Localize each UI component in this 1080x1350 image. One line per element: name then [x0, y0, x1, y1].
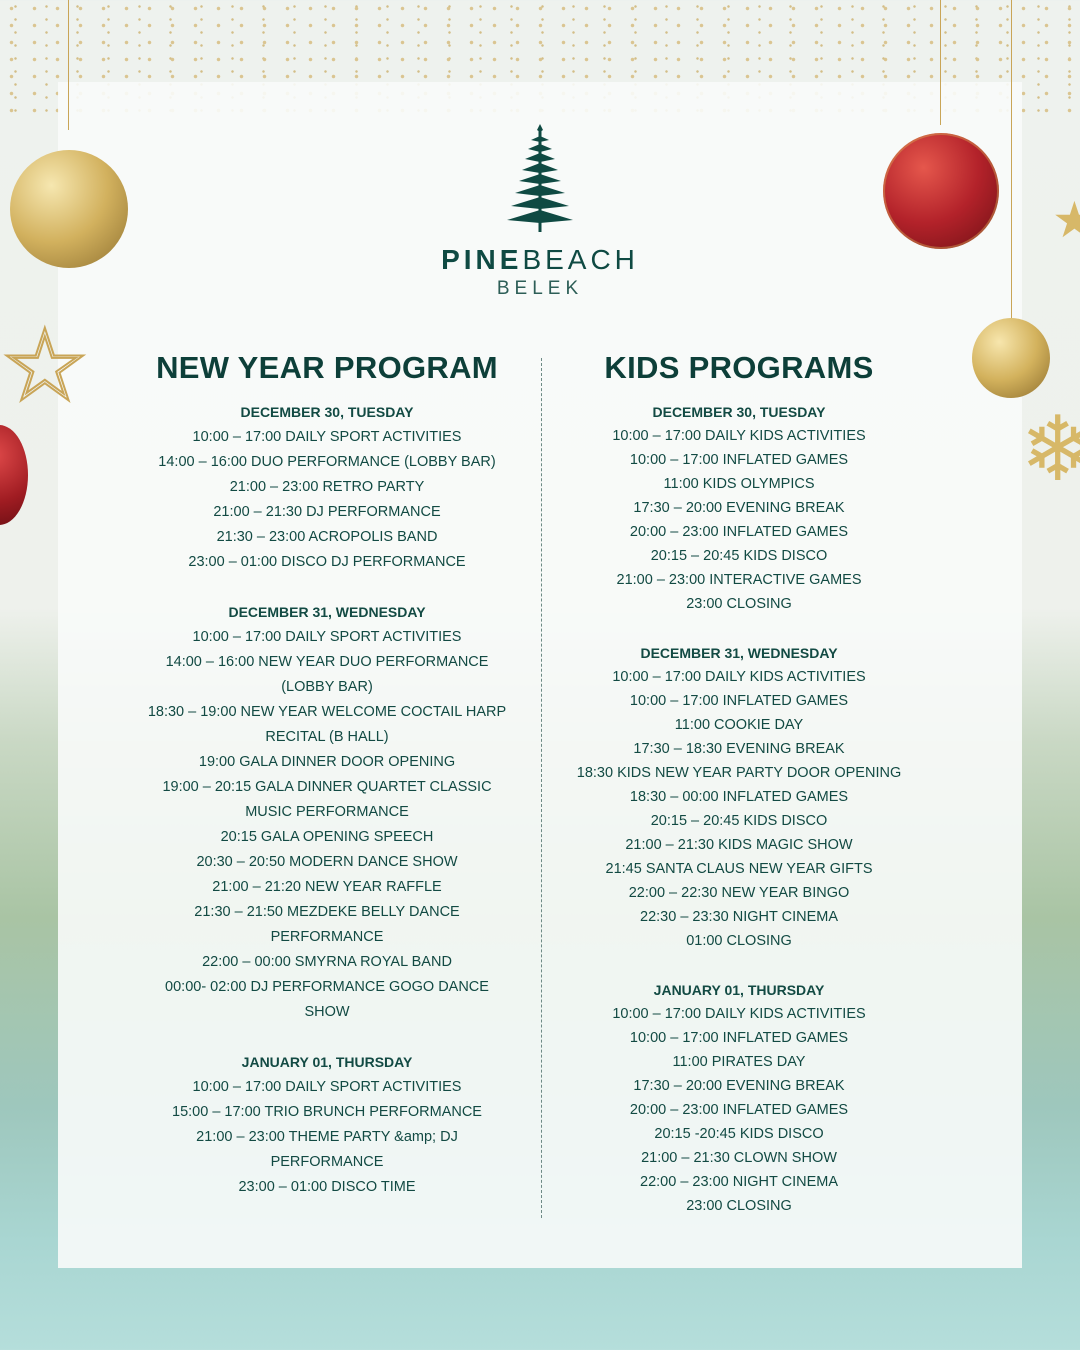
schedule-item: 19:00 – 20:15 GALA DINNER QUARTET CLASSI…: [162, 779, 492, 820]
schedule-item: 23:00 – 01:00 DISCO TIME: [238, 1179, 416, 1195]
schedule-item: 10:00 – 17:00 INFLATED GAMES: [629, 693, 849, 709]
schedule-item: 22:00 – 00:00 SMYRNA ROYAL BAND: [202, 954, 452, 970]
section-gap: [140, 575, 514, 600]
schedule-item: 22:00 – 23:00 NIGHT CINEMA: [640, 1174, 838, 1190]
schedule-item: 10:00 – 17:00 DAILY SPORT ACTIVITIES: [192, 629, 462, 645]
schedule-item: 20:00 – 23:00 INFLATED GAMES: [629, 524, 849, 540]
schedule-item: 21:00 – 21:30 CLOWN SHOW: [641, 1150, 837, 1166]
ornament-string: [1011, 0, 1012, 320]
schedule-item: 21:00 – 21:30 KIDS MAGIC SHOW: [625, 837, 853, 853]
pine-tree-icon: [507, 124, 573, 232]
schedule-item: 23:00 CLOSING: [686, 596, 792, 612]
day-heading: DECEMBER 31, WEDNESDAY: [640, 645, 838, 661]
brand-location: BELEK: [496, 278, 584, 299]
schedule-item: 20:15 – 20:45 KIDS DISCO: [650, 813, 828, 829]
schedule-item: 10:00 – 17:00 DAILY SPORT ACTIVITIES: [192, 1079, 462, 1095]
schedule-item: 21:30 – 23:00 ACROPOLIS BAND: [216, 529, 438, 545]
red-bauble-icon: [0, 425, 28, 525]
kids-programs-title: KIDS PROGRAMS: [604, 350, 874, 385]
program-card: [58, 82, 1022, 1268]
schedule-item: 00:00- 02:00 DJ PERFORMANCE GOGO DANCE S…: [165, 979, 489, 1020]
schedule-item: 14:00 – 16:00 NEW YEAR DUO PERFORMANCE (…: [165, 654, 489, 695]
schedule-item: 18:30 – 19:00 NEW YEAR WELCOME COCTAIL H…: [147, 704, 507, 745]
ornament-string: [940, 0, 941, 125]
schedule-item: 10:00 – 17:00 DAILY SPORT ACTIVITIES: [192, 429, 462, 445]
ornament-string: [68, 0, 69, 130]
schedule-item: 15:00 – 17:00 TRIO BRUNCH PERFORMANCE: [172, 1104, 482, 1120]
star-icon: ★: [1052, 192, 1080, 248]
schedule-item: 18:30 – 00:00 INFLATED GAMES: [629, 789, 849, 805]
schedule-item: 18:30 KIDS NEW YEAR PARTY DOOR OPENING: [576, 765, 902, 781]
schedule-item: 21:00 – 23:00 THEME PARTY &amp; DJ PERFO…: [196, 1129, 458, 1170]
schedule-item: 11:00 PIRATES DAY: [672, 1054, 806, 1070]
schedule-item: 17:30 – 18:30 EVENING BREAK: [633, 741, 845, 757]
day-heading: DECEMBER 31, WEDNESDAY: [228, 604, 426, 620]
section-gap: [570, 616, 908, 641]
schedule-item: 20:00 – 23:00 INFLATED GAMES: [629, 1102, 849, 1118]
schedule-item: 21:45 SANTA CLAUS NEW YEAR GIFTS: [605, 861, 873, 877]
schedule-item: 23:00 – 01:00 DISCO DJ PERFORMANCE: [188, 554, 466, 570]
schedule-item: 10:00 – 17:00 DAILY KIDS ACTIVITIES: [612, 669, 866, 685]
logo: PINEBEACH BELEK: [0, 122, 1080, 300]
schedule-item: 17:30 – 20:00 EVENING BREAK: [633, 500, 845, 516]
brand-bold: PINE: [441, 244, 523, 275]
schedule-item: 14:00 – 16:00 DUO PERFORMANCE (LOBBY BAR…: [158, 454, 496, 470]
brand-light: BEACH: [522, 244, 639, 275]
day-heading: JANUARY 01, THURSDAY: [241, 1054, 413, 1070]
schedule-item: 10:00 – 17:00 INFLATED GAMES: [629, 452, 849, 468]
day-heading: DECEMBER 30, TUESDAY: [240, 404, 414, 420]
schedule-item: 20:15 -20:45 KIDS DISCO: [654, 1126, 824, 1142]
day-heading: DECEMBER 30, TUESDAY: [652, 404, 826, 420]
schedule-item: 21:00 – 23:00 INTERACTIVE GAMES: [616, 572, 862, 588]
schedule-item: 11:00 COOKIE DAY: [674, 717, 804, 733]
schedule-item: 19:00 GALA DINNER DOOR OPENING: [198, 754, 456, 770]
schedule-item: 10:00 – 17:00 INFLATED GAMES: [629, 1030, 849, 1046]
new-year-program-column: NEW YEAR PROGRAM DECEMBER 30, TUESDAY 10:…: [140, 350, 514, 1200]
gold-bauble-icon: [10, 150, 128, 268]
day-heading: JANUARY 01, THURSDAY: [653, 982, 825, 998]
new-year-program-title: NEW YEAR PROGRAM: [156, 350, 498, 385]
schedule-item: 10:00 – 17:00 DAILY KIDS ACTIVITIES: [612, 428, 866, 444]
schedule-item: 21:00 – 23:00 RETRO PARTY: [229, 479, 425, 495]
section-gap: [140, 1025, 514, 1050]
column-divider: [541, 358, 542, 1218]
brand-name: PINEBEACH: [0, 244, 1080, 276]
gold-bauble-icon: [972, 318, 1050, 398]
schedule-item: 20:15 – 20:45 KIDS DISCO: [650, 548, 828, 564]
section-gap: [570, 953, 908, 978]
star-icon: ☆: [0, 310, 91, 422]
schedule-item: 10:00 – 17:00 DAILY KIDS ACTIVITIES: [612, 1006, 866, 1022]
schedule-item: 01:00 CLOSING: [686, 933, 792, 949]
schedule-item: 21:00 – 21:20 NEW YEAR RAFFLE: [212, 879, 442, 895]
schedule-item: 11:00 KIDS OLYMPICS: [663, 476, 815, 492]
schedule-item: 22:30 – 23:30 NIGHT CINEMA: [640, 909, 838, 925]
schedule-item: 23:00 CLOSING: [686, 1198, 792, 1214]
schedule-item: 21:30 – 21:50 MEZDEKE BELLY DANCE PERFOR…: [194, 904, 460, 945]
schedule-item: 17:30 – 20:00 EVENING BREAK: [633, 1078, 845, 1094]
schedule-item: 20:30 – 20:50 MODERN DANCE SHOW: [196, 854, 458, 870]
snowflake-icon: ❄: [1020, 400, 1080, 500]
kids-programs-column: KIDS PROGRAMS DECEMBER 30, TUESDAY 10:00 …: [570, 350, 908, 1218]
schedule-item: 21:00 – 21:30 DJ PERFORMANCE: [213, 504, 441, 520]
schedule-item: 20:15 GALA OPENING SPEECH: [220, 829, 434, 845]
red-bauble-icon: [883, 133, 999, 249]
schedule-item: 22:00 – 22:30 NEW YEAR BINGO: [628, 885, 850, 901]
